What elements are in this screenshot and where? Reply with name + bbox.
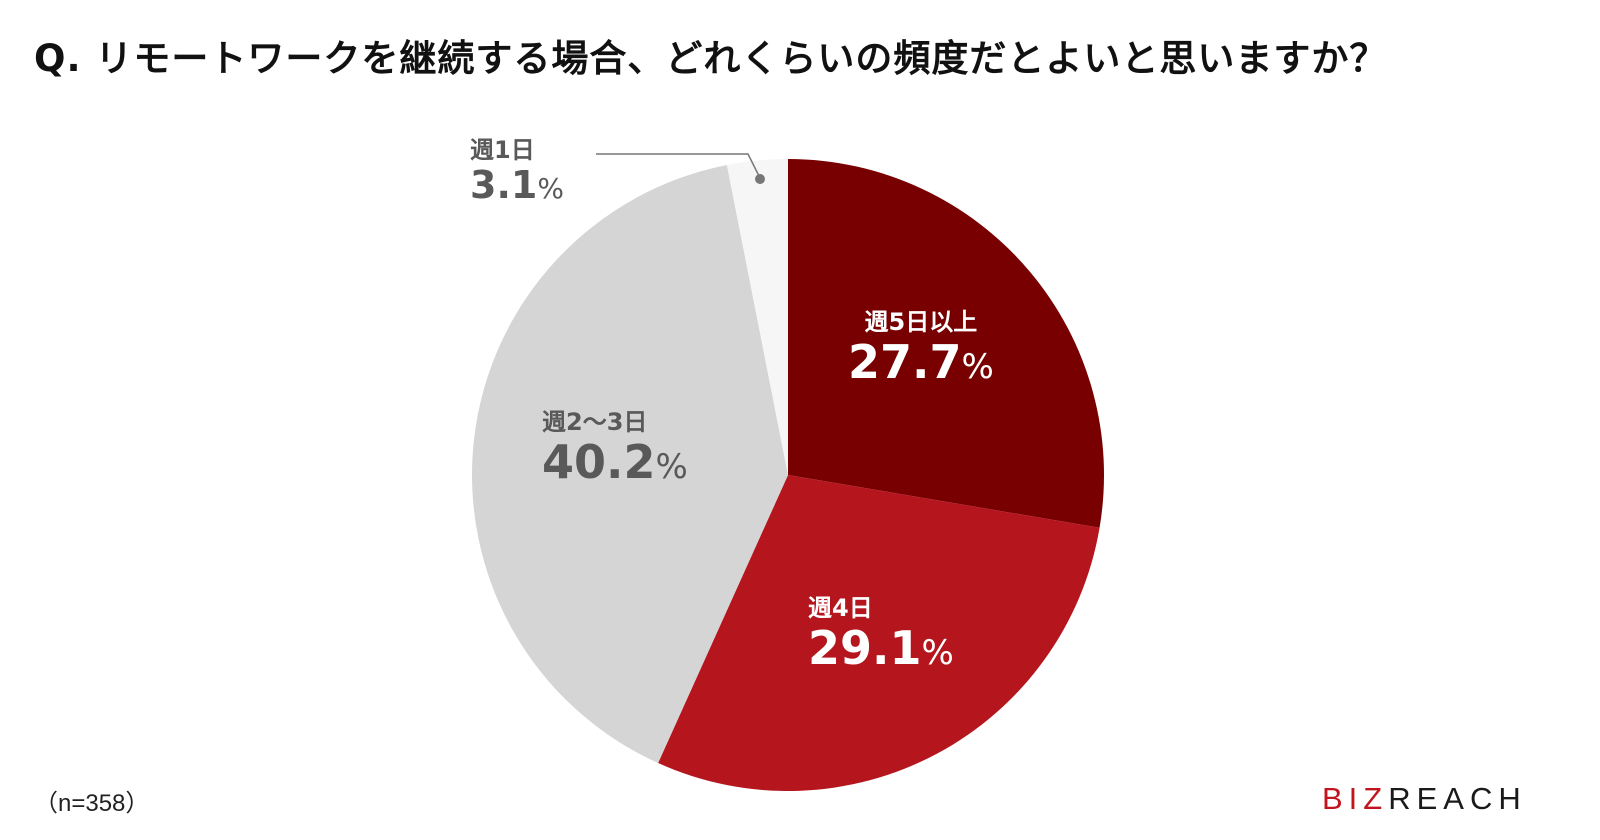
slice-week5plus	[788, 159, 1105, 528]
slice-week2to3	[471, 164, 788, 764]
label-week4: 週4日 29.1%	[808, 594, 954, 675]
label-week5plus: 週5日以上 27.7%	[848, 308, 994, 389]
slice-week4	[658, 475, 1100, 791]
label-week1: 週1日 3.1%	[470, 136, 564, 207]
chart-title: Q. リモートワークを継続する場合、どれくらいの頻度だとよいと思いますか？	[34, 37, 1388, 80]
leader-line	[596, 153, 761, 179]
leader-dot	[755, 174, 765, 184]
sample-size: （n=358）	[34, 790, 150, 817]
slice-week1	[726, 159, 788, 475]
bizreach-logo: BIZREACH	[1322, 781, 1527, 816]
label-week2to3: 週2〜3日 40.2%	[542, 408, 688, 489]
